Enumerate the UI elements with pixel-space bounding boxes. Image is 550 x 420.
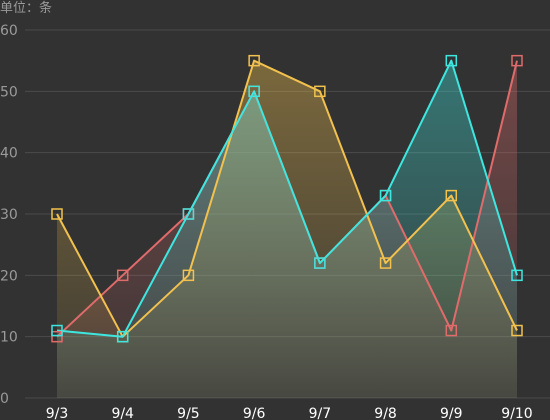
x-tick-label: 9/10 [501,406,532,420]
y-tick-label: 0 [0,391,9,407]
y-tick-label: 10 [0,330,18,346]
data-point-marker[interactable] [511,324,523,337]
x-tick-label: 9/7 [309,406,332,420]
data-point-marker[interactable] [51,208,63,220]
x-tick-label: 9/9 [440,406,463,420]
data-point-marker[interactable] [51,324,63,337]
data-point-marker[interactable] [379,257,392,269]
data-point-marker[interactable] [116,269,129,282]
x-tick-label: 9/6 [243,406,266,420]
series-lines [56,59,518,338]
data-point-marker[interactable] [116,330,129,343]
data-point-marker[interactable] [248,54,260,67]
y-tick-label: 50 [0,84,18,100]
series-line [56,59,518,338]
x-tick-label: 9/4 [111,406,134,420]
y-tick-label: 40 [0,146,18,162]
series-areas [57,60,517,398]
data-point-marker[interactable] [445,189,458,202]
data-point-marker[interactable] [182,208,195,220]
y-axis-unit-label: 单位：条 [0,0,52,16]
x-tick-label: 9/8 [374,406,397,420]
series-line [56,59,518,338]
series-area [57,60,517,398]
y-axis-ticks: 0 10 20 30 40 50 60 [0,23,18,407]
data-point-marker[interactable] [445,324,458,337]
data-point-marker[interactable] [445,54,458,67]
data-point-marker[interactable] [314,85,326,98]
y-tick-label: 60 [0,23,18,39]
data-point-marker[interactable] [314,257,326,269]
data-point-marker[interactable] [511,269,523,282]
data-point-marker[interactable] [182,269,195,282]
y-tick-label: 30 [0,207,18,223]
data-point-marker[interactable] [379,189,392,202]
data-point-marker[interactable] [51,330,63,343]
data-point-marker[interactable] [511,54,523,67]
x-axis-ticks: 9/3 9/4 9/5 9/6 9/7 9/8 9/9 9/10 [46,406,533,420]
series-markers [51,54,523,343]
y-tick-label: 20 [0,268,18,284]
x-tick-label: 9/3 [46,406,69,420]
x-tick-label: 9/5 [177,406,200,420]
data-point-marker[interactable] [248,85,260,98]
